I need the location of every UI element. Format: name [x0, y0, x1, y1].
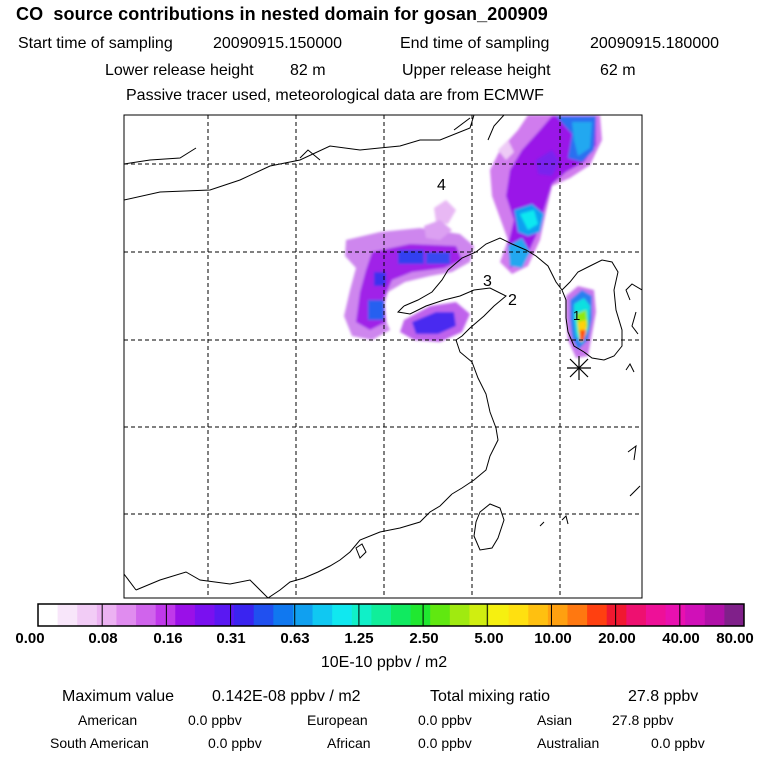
- colorbar-swatch: [391, 604, 412, 626]
- colorbar: [37, 603, 745, 627]
- colorbar-swatch: [528, 604, 549, 626]
- colorbar-units: 10E-10 ppbv / m2: [320, 654, 448, 671]
- colorbar-tick: 80.00: [716, 630, 754, 647]
- colorbar-swatch: [136, 604, 157, 626]
- colorbar-swatch: [214, 604, 235, 626]
- chart-title: CO source contributions in nested domain…: [16, 4, 548, 24]
- region-label-1: 1: [573, 308, 580, 323]
- colorbar-tick: 0.00: [15, 630, 45, 647]
- region-value: 0.0 ppbv: [418, 735, 472, 751]
- colorbar-tick: 20.00: [598, 630, 636, 647]
- total-mixing-value: 27.8 ppbv: [628, 688, 699, 705]
- colorbar-swatch: [155, 604, 176, 626]
- region-label-4: 4: [437, 177, 446, 194]
- end-time-value: 20090915.180000: [590, 35, 720, 52]
- colorbar-tick: 0.08: [88, 630, 118, 647]
- colorbar-swatch: [292, 604, 314, 626]
- colorbar-swatch: [175, 604, 196, 626]
- colorbar-swatch: [724, 604, 745, 626]
- region-value: 0.0 ppbv: [188, 712, 242, 728]
- colorbar-swatch: [449, 604, 470, 626]
- region-name: South American: [50, 735, 149, 751]
- colorbar-swatch: [116, 604, 137, 626]
- colorbar-swatch: [567, 604, 588, 626]
- region-name: American: [78, 712, 138, 728]
- colorbar-tick: 10.00: [534, 630, 572, 647]
- colorbar-swatch: [371, 604, 392, 626]
- max-value-label: Maximum value: [62, 688, 175, 705]
- colorbar-swatch: [38, 604, 59, 626]
- colorbar-tick: 0.31: [216, 630, 246, 647]
- region-name: Asian: [537, 712, 573, 728]
- upper-height-value: 62 m: [600, 62, 636, 79]
- colorbar-swatch: [332, 604, 353, 626]
- colorbar-swatch: [665, 604, 686, 626]
- colorbar-swatch: [96, 604, 117, 626]
- end-time-label: End time of sampling: [400, 35, 550, 52]
- upper-height-label: Upper release height: [402, 62, 551, 79]
- lower-height-label: Lower release height: [105, 62, 254, 79]
- colorbar-swatch: [410, 604, 431, 626]
- colorbar-swatch: [77, 604, 98, 626]
- colorbar-tick: 5.00: [474, 630, 504, 647]
- colorbar-tick: 40.00: [662, 630, 700, 647]
- region-value: 0.0 ppbv: [208, 735, 262, 751]
- colorbar-swatch: [430, 604, 451, 626]
- colorbar-tick: 1.25: [344, 630, 374, 647]
- start-time-label: Start time of sampling: [18, 35, 173, 52]
- colorbar-swatch: [626, 604, 647, 626]
- colorbar-swatch: [57, 604, 78, 626]
- colorbar-swatch: [685, 604, 706, 626]
- coastlines: [124, 115, 642, 598]
- colorbar-frame: [37, 603, 745, 627]
- max-value: 0.142E-08 ppbv / m2: [212, 688, 361, 705]
- colorbar-tick: 0.63: [280, 630, 310, 647]
- colorbar-swatch: [469, 604, 490, 626]
- colorbar-swatch: [547, 604, 568, 626]
- colorbar-swatch: [645, 604, 667, 626]
- plume-field: [344, 115, 602, 358]
- lower-height-value: 82 m: [290, 62, 326, 79]
- region-value: 27.8 ppbv: [612, 712, 674, 728]
- colorbar-swatch: [587, 604, 608, 626]
- region-name: Australian: [537, 735, 600, 751]
- colorbar-tick: 2.50: [409, 630, 439, 647]
- lat-lon-grid: [124, 115, 642, 598]
- colorbar-swatch: [234, 604, 255, 626]
- region-value: 0.0 ppbv: [418, 712, 472, 728]
- colorbar-swatch: [489, 604, 510, 626]
- region-value: 0.0 ppbv: [651, 735, 705, 751]
- start-time-value: 20090915.150000: [213, 35, 343, 52]
- region-label-2: 2: [508, 292, 517, 309]
- colorbar-swatch: [351, 604, 372, 626]
- colorbar-swatch: [606, 604, 627, 626]
- colorbar-swatch: [508, 604, 529, 626]
- colorbar-swatch: [704, 604, 725, 626]
- colorbar-swatch: [253, 604, 274, 626]
- colorbar-swatch: [312, 604, 333, 626]
- region-name: European: [307, 712, 368, 728]
- map-frame: [123, 114, 643, 599]
- colorbar-tick: 0.16: [153, 630, 183, 647]
- asterisk-icon: [567, 356, 591, 380]
- region-name: African: [327, 735, 371, 751]
- tracer-note: Passive tracer used, meteorological data…: [126, 87, 544, 104]
- region-label-3: 3: [483, 273, 492, 290]
- colorbar-swatch: [273, 604, 294, 626]
- total-mixing-label: Total mixing ratio: [430, 688, 551, 705]
- colorbar-swatch: [194, 604, 215, 626]
